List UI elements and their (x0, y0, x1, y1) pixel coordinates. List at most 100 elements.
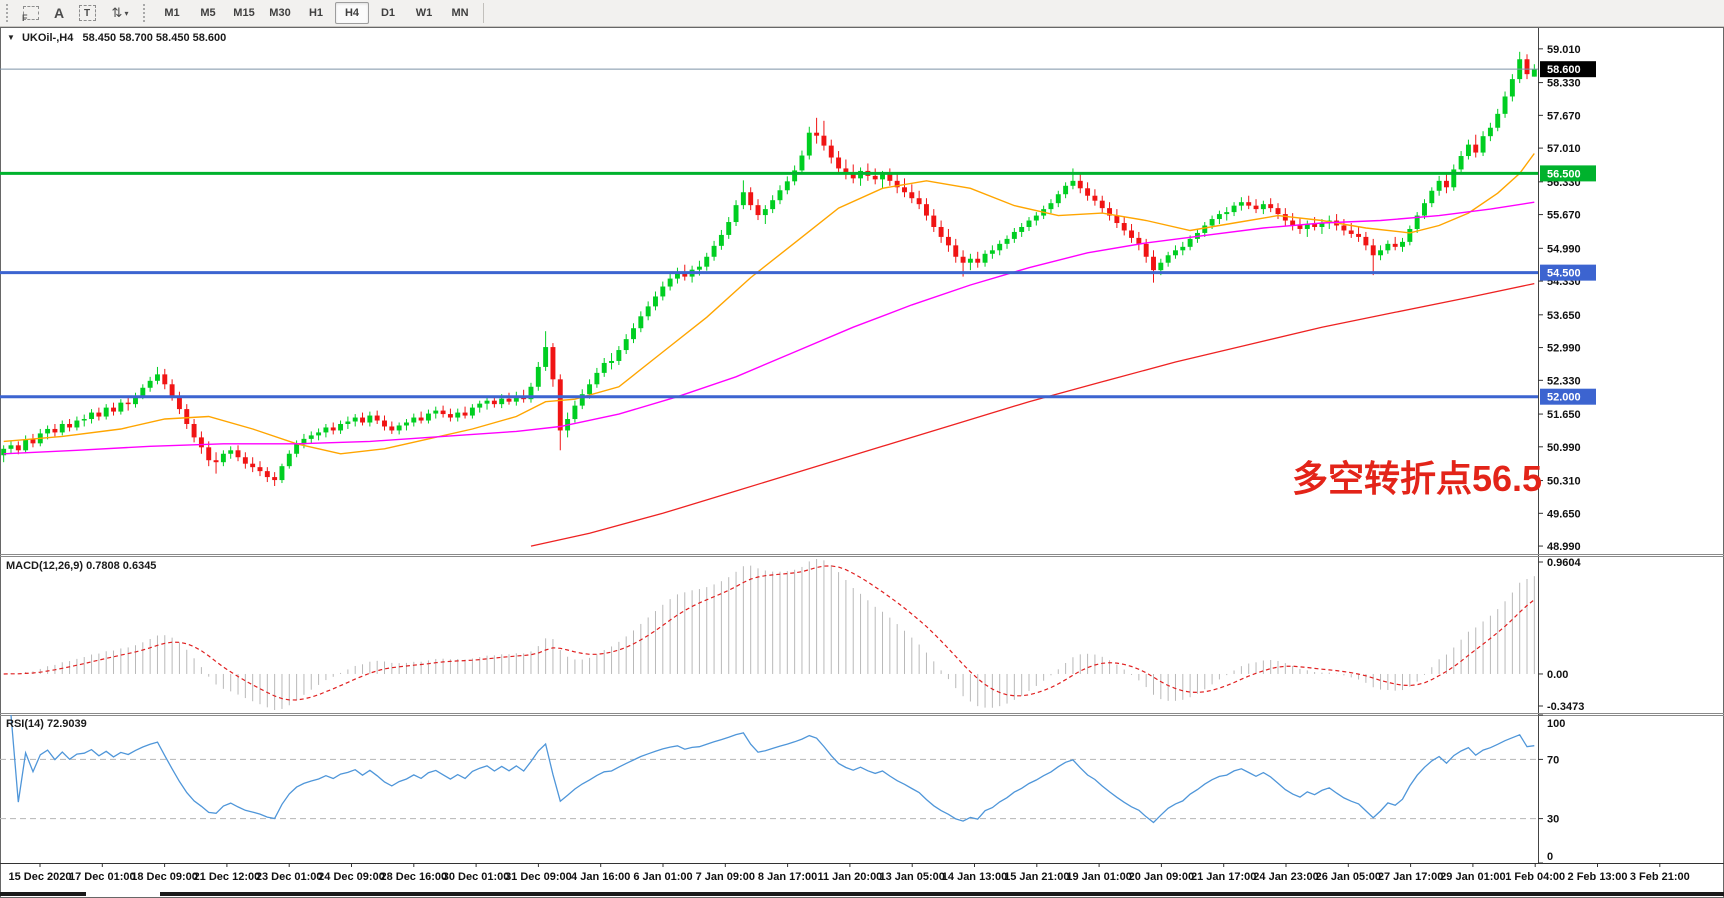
timeframe-w1-button[interactable]: W1 (415, 7, 433, 19)
candle-body (433, 410, 439, 414)
candle-body (755, 205, 761, 216)
timeframe-h1-button[interactable]: H1 (308, 7, 324, 19)
candle-body (909, 192, 915, 199)
candle-body (1487, 127, 1493, 137)
candle-body (1407, 228, 1413, 242)
candle-body (1114, 215, 1120, 224)
price-marker (1540, 264, 1596, 281)
candle-body (587, 384, 593, 395)
timeframe-h4-button[interactable]: H4 (335, 2, 369, 24)
candle-body (301, 438, 307, 445)
arrows-dropdown-caret-icon[interactable]: ▾ (124, 8, 129, 18)
price-axis: 59.01058.33057.67057.01056.33055.67054.9… (1538, 44, 1596, 553)
chart-text-annotation[interactable]: 多空转折点56.5 (1292, 458, 1543, 499)
candle-body (506, 398, 512, 402)
candle-body (1378, 250, 1383, 256)
time-tick-label: 19 Jan 01:00 (1066, 871, 1131, 883)
candle-body (770, 200, 776, 210)
candle-body (806, 132, 812, 156)
text-tool-button[interactable]: A (46, 2, 72, 25)
text-label-tool-button[interactable]: T (74, 2, 100, 25)
candle-body (1136, 237, 1142, 244)
price-marker (1540, 388, 1596, 405)
toolbar-grip[interactable] (6, 4, 13, 22)
candle-body (374, 415, 380, 421)
candle-body (1502, 96, 1508, 114)
candle-body (206, 447, 212, 461)
candle-body (550, 347, 556, 380)
candle-body (8, 445, 14, 449)
candle-body (1290, 220, 1296, 226)
candle-body (469, 407, 475, 416)
candle-body (1524, 59, 1530, 75)
candle-body (938, 226, 944, 237)
candle-body (45, 428, 51, 434)
candle-body (631, 328, 636, 340)
rsi-scale-label: 30 (1547, 814, 1559, 826)
candle-body (1121, 223, 1127, 231)
candle-body (257, 467, 263, 472)
candle-body (1026, 220, 1032, 227)
candle-body (74, 420, 80, 428)
toolbar-grip-2[interactable] (143, 4, 150, 22)
timeframe-d1-button[interactable]: D1 (380, 7, 396, 19)
rsi-scale-label: 70 (1547, 754, 1559, 766)
candle-body (528, 386, 534, 400)
candle-body (30, 439, 36, 444)
candle-body (1253, 205, 1259, 210)
candle-body (616, 350, 622, 361)
candles-layer (1, 51, 1537, 487)
candle-body (147, 380, 153, 388)
candle-body (1202, 225, 1208, 233)
timeframe-m30-button[interactable]: M30 (269, 7, 291, 19)
toolbar-divider (483, 3, 484, 23)
candle-body (1085, 188, 1091, 196)
candle-body (1509, 79, 1515, 97)
candle-body (462, 412, 468, 416)
candle-body (982, 253, 988, 263)
price-tick-label: 49.650 (1547, 508, 1581, 520)
chart-symbol-timeframe: UKOil-,H4 (21, 32, 74, 44)
candle-body (1422, 203, 1427, 216)
timeframe-m1-button[interactable]: M1 (164, 7, 180, 19)
time-tick-label: 3 Feb 21:00 (1630, 871, 1690, 883)
candle-body (96, 412, 102, 417)
time-tick-label: 15 Dec 2020 (9, 871, 72, 883)
timeframe-mn-button[interactable]: MN (451, 7, 469, 19)
candle-body (67, 423, 73, 428)
candle-body (125, 402, 131, 405)
candle-body (1099, 200, 1105, 209)
arrows-tool-button[interactable]: ⇅ ▾ (102, 2, 138, 25)
time-tick-label: 6 Jan 01:00 (633, 871, 692, 883)
candle-body (1436, 180, 1442, 191)
collapse-triangle-icon[interactable]: ▼ (7, 33, 15, 42)
time-tick-label: 15 Jan 21:00 (1004, 871, 1069, 883)
candle-body (557, 379, 563, 431)
candle-body (931, 215, 937, 227)
candle-body (704, 256, 710, 267)
candle-body (1107, 208, 1113, 216)
time-tick-label: 20 Jan 09:00 (1129, 871, 1194, 883)
candle-body (89, 412, 95, 420)
time-tick-label: 23 Dec 01:00 (256, 871, 323, 883)
bottom-border-segment (0, 892, 86, 896)
price-tick-label: 48.990 (1547, 541, 1581, 553)
time-tick-label: 4 Jan 16:00 (571, 871, 630, 883)
candle-body (1363, 236, 1369, 246)
candle-body (572, 405, 578, 420)
candle-body (872, 175, 878, 180)
candle-body (59, 423, 65, 433)
fibonacci-tool-button[interactable]: F (18, 2, 44, 25)
candle-body (81, 419, 87, 421)
candle-body (1, 448, 7, 456)
timeframe-m5-button[interactable]: M5 (200, 7, 216, 19)
candle-body (1209, 219, 1215, 226)
timeframe-m15-button[interactable]: M15 (233, 7, 255, 19)
candle-body (477, 403, 483, 408)
candle-body (740, 192, 746, 206)
candle-body (338, 423, 344, 431)
price-tick-label: 57.670 (1547, 110, 1581, 122)
chart-title: ▼ UKOil-,H4 58.450 58.700 58.450 58.600 (7, 32, 226, 44)
